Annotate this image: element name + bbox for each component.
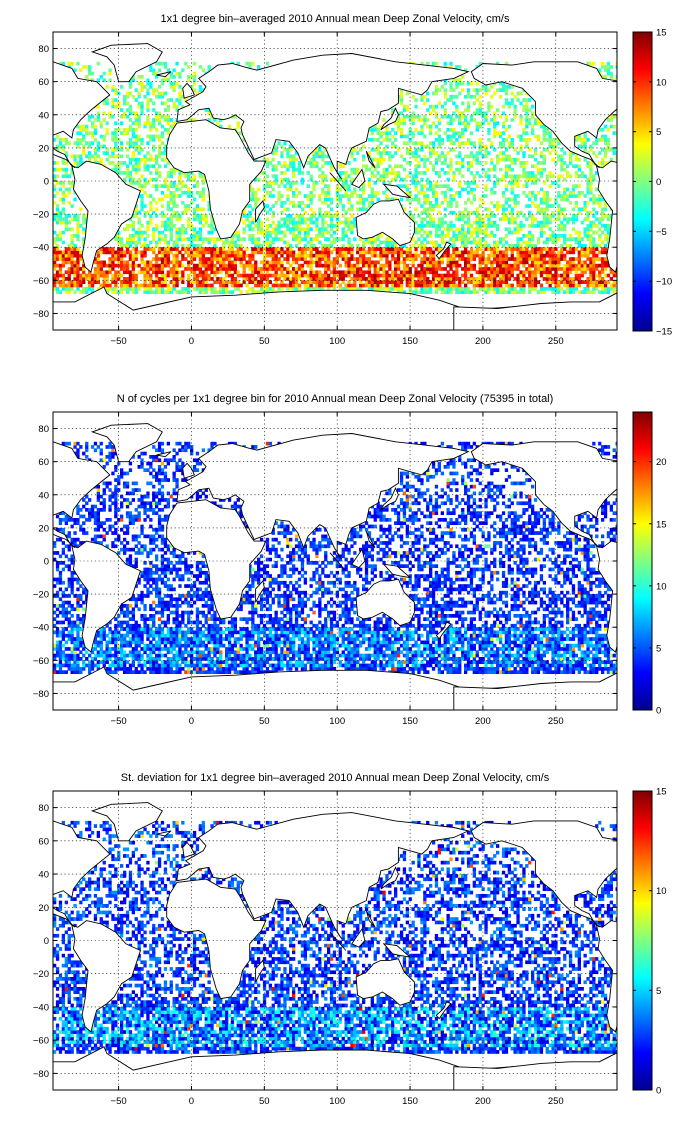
colorbar-tick-label: 15 [656, 28, 667, 39]
colorbar-tick-label: 15 [656, 519, 667, 530]
y-tick-label: −40 [33, 623, 49, 634]
colorbar-tick-label: −5 [656, 227, 667, 238]
colorbar [632, 411, 653, 711]
y-tick-label: −20 [33, 969, 49, 980]
y-tick-label: −20 [33, 590, 49, 601]
y-tick-label: 80 [38, 424, 49, 435]
y-tick-label: 40 [38, 870, 49, 881]
x-tick-label: 50 [259, 336, 270, 347]
y-tick-label: 0 [44, 557, 49, 568]
y-tick-label: 20 [38, 903, 49, 914]
heatmap-cells [53, 61, 617, 294]
colorbar-tick-label: 0 [656, 706, 661, 717]
y-tick-label: 20 [38, 523, 49, 534]
colorbar-tick-label: 5 [656, 986, 661, 997]
chart-panel-2: N of cycles per 1x1 degree bin for 2010 … [33, 393, 667, 727]
y-tick-label: 20 [38, 143, 49, 154]
x-tick-label: 250 [548, 716, 564, 727]
x-tick-label: 200 [475, 716, 491, 727]
y-tick-label: 80 [38, 44, 49, 55]
chart-title: 1x1 degree bin–averaged 2010 Annual mean… [161, 13, 510, 25]
x-tick-label: 0 [189, 336, 194, 347]
y-tick-label: −80 [33, 689, 49, 700]
y-tick-label: −40 [33, 243, 49, 254]
x-tick-label: −50 [111, 1096, 127, 1107]
grid-lines [53, 412, 617, 710]
y-tick-label: 60 [38, 836, 49, 847]
x-tick-label: 50 [259, 1096, 270, 1107]
x-tick-label: −50 [111, 336, 127, 347]
colorbar-tick-label: −15 [656, 327, 672, 338]
x-tick-label: 150 [402, 336, 418, 347]
y-tick-label: 40 [38, 110, 49, 121]
y-tick-label: 0 [44, 177, 49, 188]
colorbar-tick-label: 20 [656, 457, 667, 468]
chart-title: St. deviation for 1x1 degree bin–average… [121, 772, 550, 784]
x-tick-label: 200 [475, 336, 491, 347]
x-tick-label: 100 [329, 1096, 345, 1107]
colorbar-tick-label: 0 [656, 1086, 661, 1097]
colorbar-tick-label: 10 [656, 77, 667, 88]
chart-panel-1: 1x1 degree bin–averaged 2010 Annual mean… [33, 13, 672, 347]
x-tick-label: 0 [189, 716, 194, 727]
y-tick-label: 0 [44, 936, 49, 947]
x-tick-label: 200 [475, 1096, 491, 1107]
colorbar-tick-label: −10 [656, 277, 672, 288]
chart-title: N of cycles per 1x1 degree bin for 2010 … [117, 393, 554, 405]
coastline [53, 43, 617, 330]
y-tick-label: 40 [38, 490, 49, 501]
y-tick-label: 60 [38, 77, 49, 88]
y-tick-label: −60 [33, 276, 49, 287]
x-tick-label: 0 [189, 1096, 194, 1107]
x-tick-label: 150 [402, 1096, 418, 1107]
colorbar-tick-label: 10 [656, 581, 667, 592]
colorbar-tick-label: 15 [656, 787, 667, 798]
x-tick-label: 250 [548, 1096, 564, 1107]
x-tick-label: 250 [548, 336, 564, 347]
x-tick-label: −50 [111, 716, 127, 727]
x-tick-label: 150 [402, 716, 418, 727]
colorbar-tick-label: 5 [656, 127, 661, 138]
x-tick-label: 100 [329, 716, 345, 727]
y-tick-label: −80 [33, 309, 49, 320]
coastline [53, 423, 617, 710]
chart-panel-3: St. deviation for 1x1 degree bin–average… [33, 772, 667, 1107]
grid-lines [53, 32, 617, 330]
colorbar-tick-label: 5 [656, 643, 661, 654]
y-tick-label: −60 [33, 656, 49, 667]
y-tick-label: −80 [33, 1069, 49, 1080]
y-tick-label: 80 [38, 803, 49, 814]
colorbar-tick-label: 10 [656, 886, 667, 897]
heatmap-cells [53, 820, 617, 1054]
grid-lines [53, 791, 617, 1090]
colorbar-tick-label: 0 [656, 177, 661, 188]
y-tick-label: −60 [33, 1036, 49, 1047]
colorbar [632, 790, 653, 1091]
x-tick-label: 50 [259, 716, 270, 727]
x-tick-label: 100 [329, 336, 345, 347]
y-tick-label: −40 [33, 1002, 49, 1013]
y-tick-label: 60 [38, 457, 49, 468]
y-tick-label: −20 [33, 210, 49, 221]
